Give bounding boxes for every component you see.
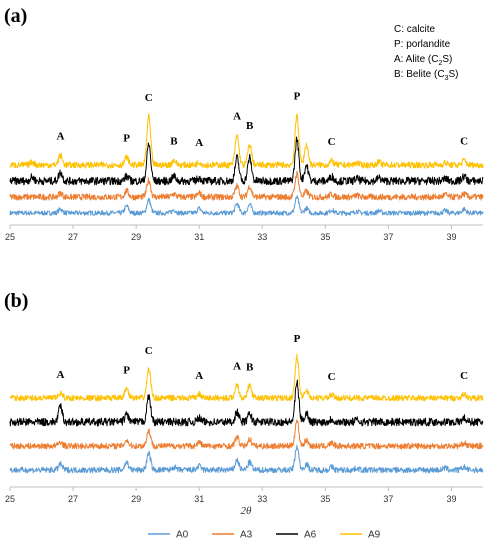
peak-label: A [56,369,64,381]
panel-a-x-axis: 25 27 29 31 33 35 37 39 [5,224,483,242]
panel-a-series [9,113,484,216]
panel-a-label: (a) [4,5,27,27]
series-a3-line [9,170,484,201]
x-tick-label: 35 [320,232,330,242]
legend: A0 A3 A6 A9 [148,530,381,541]
peak-label: B [170,135,178,147]
x-tick-label: 31 [194,494,204,504]
panel-a-key: C: calcite P: porlandite A: Alite (C2S) … [394,24,458,82]
series-a6-line [9,136,484,186]
peak-label: C [460,135,468,147]
x-tick-label: 31 [194,232,204,242]
peak-label: C [460,370,468,382]
series-a3-line [9,419,484,450]
peak-label: P [294,90,301,102]
peak-label: A [195,137,203,149]
peak-label: P [123,132,130,144]
key-calcite: C: calcite [394,24,436,35]
x-tick-label: 33 [257,232,267,242]
panel-b-x-axis: 25 27 29 31 33 35 37 39 [5,486,483,504]
x-tick-label: 27 [68,232,78,242]
peak-label: A [56,131,64,143]
x-tick-label: 37 [383,232,393,242]
x-tick-label: 25 [5,232,15,242]
x-tick-label: 27 [68,494,78,504]
series-a9-line [9,353,484,402]
x-axis-title: 2θ [241,505,253,517]
legend-label-a9: A9 [368,530,381,541]
peak-label: A [233,360,241,372]
x-tick-label: 39 [446,494,456,504]
peak-label: C [328,371,336,383]
x-tick-label: 29 [131,232,141,242]
peak-label: P [294,333,301,345]
key-belite: B: Belite (C3S) [394,69,458,82]
x-tick-label: 39 [446,232,456,242]
legend-label-a0: A0 [176,530,189,541]
panel-b-series [9,353,484,474]
x-tick-label: 33 [257,494,267,504]
legend-label-a6: A6 [304,530,317,541]
peak-label: P [123,364,130,376]
peak-label: C [145,92,153,104]
key-porlandite: P: porlandite [394,39,451,50]
x-tick-label: 25 [5,494,15,504]
peak-label: B [246,361,254,373]
peak-label: A [233,111,241,123]
panel-b-label: (b) [4,290,28,312]
key-alite: A: Alite (C2S) [394,54,452,67]
series-a6-line [9,379,484,427]
legend-label-a3: A3 [240,530,253,541]
series-a0-line [9,195,484,216]
peak-label: C [145,345,153,357]
peak-label: A [195,370,203,382]
series-a9-line [9,113,484,169]
series-a0-line [9,444,484,474]
peak-label: C [328,136,336,148]
x-tick-label: 37 [383,494,393,504]
peak-label: B [246,120,254,132]
x-tick-label: 35 [320,494,330,504]
panel-a: (a) C: calcite P: porlandite A: Alite (C… [4,5,484,242]
x-tick-label: 29 [131,494,141,504]
